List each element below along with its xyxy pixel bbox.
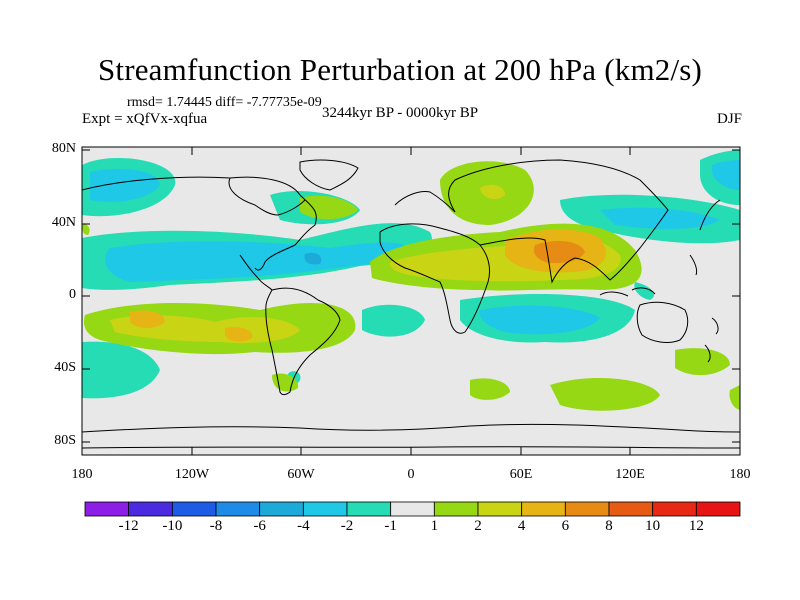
- colorbar-label: 12: [688, 518, 704, 534]
- colorbar-label: 2: [474, 518, 482, 534]
- colorbar-swatch-10: [521, 501, 566, 517]
- lon-label-120w: 120W: [174, 467, 210, 482]
- colorbar-label: -4: [297, 518, 310, 534]
- coast-indonesia: [599, 287, 656, 297]
- coast-australia: [636, 301, 689, 343]
- colorbar-label: 10: [645, 518, 661, 534]
- experiment-label: Expt = xQfVx-xqfua: [82, 111, 208, 127]
- lat-label-40n: 40N: [51, 215, 76, 230]
- colorbar-swatch-8: [433, 501, 479, 517]
- colorbar-label: 6: [561, 518, 570, 534]
- colorbar-swatch-2: [171, 501, 217, 517]
- colorbar-label: 8: [605, 518, 613, 534]
- negative-contour-level-2: [90, 160, 740, 335]
- colorbar-label: -12: [118, 518, 139, 534]
- lon-label-60e: 60E: [509, 467, 533, 482]
- colorbar: [84, 501, 741, 517]
- colorbar-swatch-3: [215, 501, 261, 517]
- coast-africa: [379, 223, 491, 334]
- colorbar-swatch-9: [477, 501, 523, 517]
- lon-label-0: 0: [407, 467, 415, 482]
- colorbar-swatch-0: [84, 501, 130, 517]
- colorbar-label: 1: [430, 518, 439, 534]
- coast-greenland: [299, 159, 359, 191]
- colorbar-swatch-1: [128, 501, 173, 517]
- coast-antarctica: [82, 423, 740, 433]
- lat-label-80n: 80N: [51, 141, 76, 156]
- colorbar-swatch-6: [346, 501, 392, 517]
- colorbar-swatch-14: [695, 501, 741, 517]
- colorbar-label: -2: [340, 518, 354, 534]
- lat-ticks: [82, 149, 740, 443]
- colorbar-swatch-13: [652, 501, 697, 517]
- lat-label-80s: 80S: [54, 433, 76, 448]
- coast-new-zealand: [704, 317, 719, 363]
- lon-label-60w: 60W: [287, 467, 315, 482]
- colorbar-swatch-12: [608, 501, 654, 517]
- coast-europe: [394, 191, 456, 213]
- colorbar-label: -1: [384, 518, 397, 534]
- colorbar-label: -6: [253, 518, 266, 534]
- lat-label-40s: 40S: [54, 360, 76, 375]
- lon-label-180w: 180: [71, 467, 93, 482]
- map-background: [82, 147, 740, 455]
- coast-japan-philippines: [689, 199, 721, 276]
- coast-south-america: [265, 287, 341, 396]
- lon-label-120e: 120E: [615, 467, 645, 482]
- coast-antarctica-inner: [82, 446, 740, 449]
- lon-ticks: [191, 147, 631, 455]
- lat-label-0: 0: [69, 287, 76, 302]
- negative-contour-level-3: [304, 252, 322, 265]
- colorbar-swatch-7: [390, 501, 435, 517]
- colorbar-swatch-4: [259, 501, 304, 517]
- period-label: 3244kyr BP - 0000kyr BP: [321, 105, 479, 121]
- coast-north-america: [82, 176, 317, 271]
- plot-title: Streamfunction Perturbation at 200 hPa (…: [97, 52, 703, 87]
- colorbar-swatch-5: [302, 501, 348, 517]
- lon-label-180e: 180: [729, 467, 751, 482]
- field-layer: [82, 147, 740, 455]
- season-label: DJF: [716, 111, 742, 127]
- coastlines: [82, 159, 740, 449]
- colorbar-label: 4: [517, 518, 526, 534]
- colorbar-label: -8: [209, 518, 223, 534]
- colorbar-label: -10: [162, 518, 183, 534]
- stats-line: rmsd= 1.74445 diff= -7.77735e-09: [127, 95, 322, 110]
- coast-asia: [448, 159, 669, 284]
- colorbar-swatch-11: [564, 501, 610, 517]
- coast-hudson: [228, 177, 306, 216]
- coast-central-america: [239, 254, 273, 291]
